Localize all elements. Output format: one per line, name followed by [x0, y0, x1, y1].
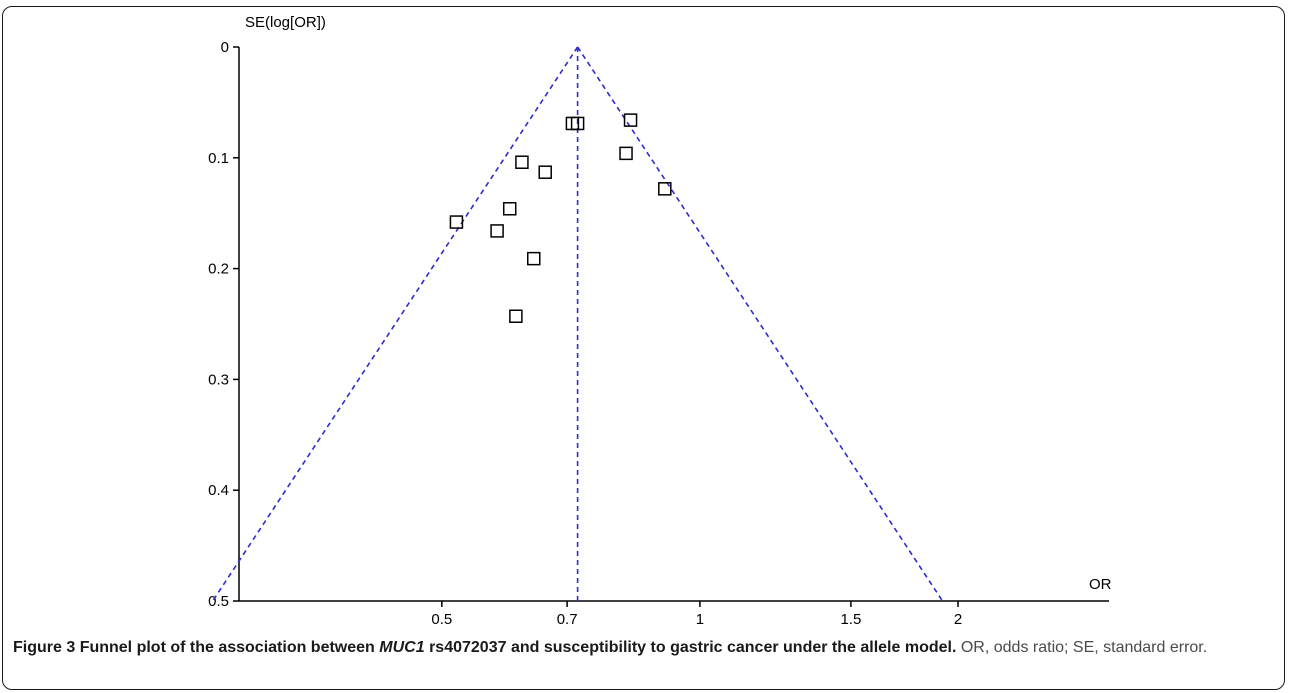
study-point — [509, 309, 523, 323]
funnel-lines — [212, 46, 944, 602]
y-tick-label: 0.3 — [208, 371, 229, 388]
plot-axes: 0 0.1 0.2 0.3 0.4 0.5 0.5 0.7 1 1.5 2 — [208, 39, 1109, 627]
caption-gene: MUC1 — [379, 639, 425, 656]
study-point — [623, 113, 638, 127]
y-tick-label: 0.1 — [208, 150, 229, 167]
funnel-left-limit — [212, 46, 579, 602]
funnel-plot: 00.10.20.30.40.50.5 0.7 1 1.5 2 SE(log[OR]) … — [208, 14, 1112, 627]
x-tick-label: 0.5 — [431, 611, 452, 627]
x-axis-label: OR — [1089, 576, 1112, 593]
study-point — [449, 215, 464, 229]
study-points — [449, 113, 672, 323]
study-point — [570, 116, 585, 131]
study-point — [565, 116, 580, 131]
x-tick-label: 1 — [696, 611, 704, 627]
study-point — [538, 165, 552, 179]
x-tick-label: 0.7 — [557, 611, 578, 627]
study-point — [619, 146, 633, 161]
study-point — [527, 251, 541, 266]
x-tick-label: 2 — [954, 611, 962, 627]
figure-caption: Figure 3 Funnel plot of the association … — [13, 636, 1278, 660]
y-tick-label: 0.5 — [208, 593, 229, 610]
figure-frame: 0 0.1 0.2 0.3 0.4 0.5 0.5 0.7 1 1.5 2 SE(log[OR]) … — [2, 6, 1285, 690]
y-tick-label: 0.2 — [208, 261, 229, 278]
y-axis-label: SE(log[OR]) — [245, 14, 326, 31]
caption-title-before: Funnel plot of the association between — [79, 639, 375, 656]
study-point — [490, 224, 504, 238]
funnel-right-limit — [576, 46, 944, 602]
caption-note: OR, odds ratio; SE, standard error. — [960, 639, 1208, 656]
caption-label: Figure 3 — [13, 639, 76, 656]
caption-title-after: rs4072037 and susceptibility to gastric … — [429, 639, 957, 656]
study-point — [502, 202, 517, 216]
y-tick-label: 0 — [221, 39, 229, 56]
study-point — [515, 155, 529, 169]
study-point — [658, 182, 672, 196]
x-tick-label: 1.5 — [840, 611, 861, 627]
y-tick-label: 0.4 — [208, 482, 229, 499]
